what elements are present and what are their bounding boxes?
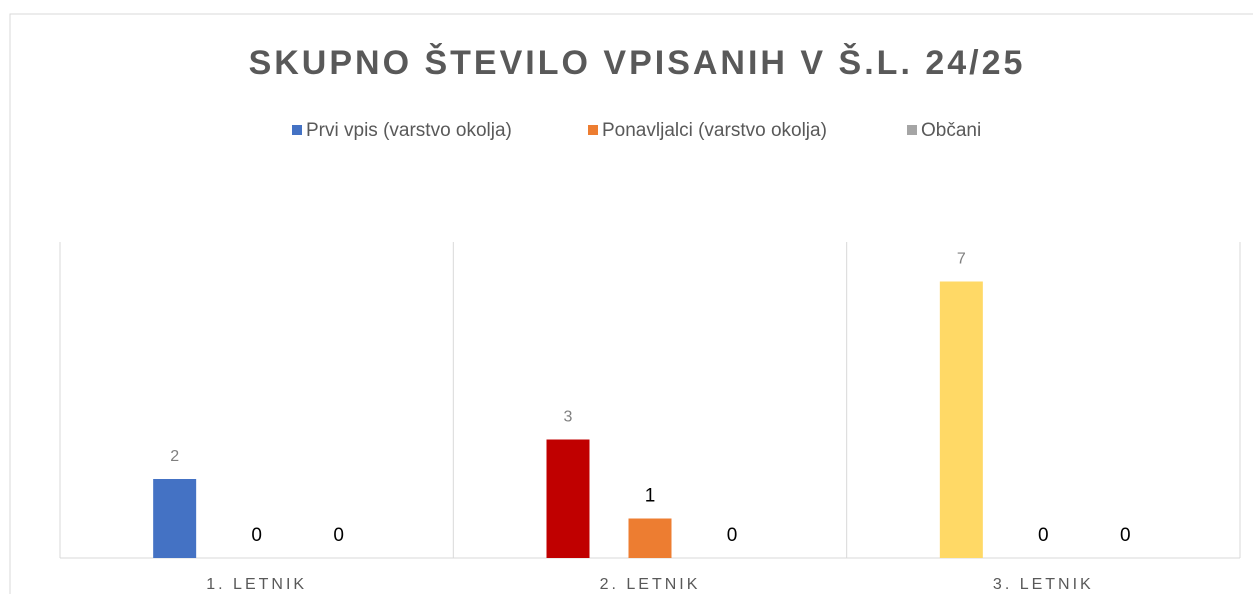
data-label: 1 [645,486,656,507]
legend-label: Prvi vpis (varstvo okolja) [306,120,512,141]
bar [153,479,197,558]
bar [546,439,590,558]
x-tick-label: 1. LETNIK [206,576,307,593]
bar [939,281,983,558]
data-label: 0 [1120,525,1131,546]
data-label: 0 [727,525,738,546]
legend-label: Ponavljalci (varstvo okolja) [602,120,827,141]
legend-label: Občani [921,120,981,141]
x-tick-label: 3. LETNIK [993,576,1094,593]
x-tick-label: 2. LETNIK [600,576,701,593]
chart-frame [9,13,1253,594]
data-label: 0 [251,525,262,546]
data-label: 2 [170,448,179,465]
data-label: 3 [564,409,573,426]
chart-title: SKUPNO ŠTEVILO VPISANIH V Š.L. 24/25 [249,43,1026,82]
data-label: 0 [1038,525,1049,546]
data-label: 7 [957,251,966,268]
bar [628,518,672,558]
legend-swatch [588,125,598,135]
legend-swatch [907,125,917,135]
legend-swatch [292,125,302,135]
data-label: 0 [333,525,344,546]
